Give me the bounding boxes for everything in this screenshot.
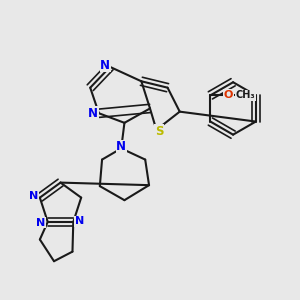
Text: S: S xyxy=(155,125,163,138)
Text: N: N xyxy=(75,216,84,226)
Text: N: N xyxy=(29,191,38,201)
Text: N: N xyxy=(88,107,98,120)
Text: CH₃: CH₃ xyxy=(236,90,255,100)
Text: N: N xyxy=(116,140,126,153)
Text: N: N xyxy=(100,59,110,72)
Text: O: O xyxy=(224,90,233,100)
Text: N: N xyxy=(36,218,45,228)
